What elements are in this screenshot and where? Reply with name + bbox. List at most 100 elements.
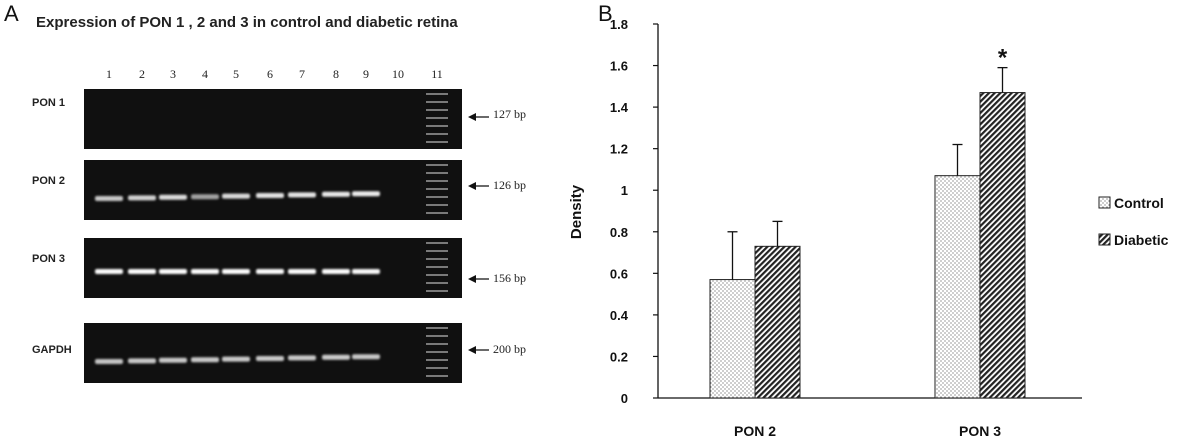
bar-diabetic bbox=[754, 245, 801, 399]
gel-band bbox=[191, 194, 219, 200]
lane-number: 9 bbox=[363, 67, 369, 81]
gel-row: PON 3 156 bp bbox=[32, 238, 526, 298]
gel-band bbox=[288, 355, 316, 361]
ladder-band bbox=[426, 282, 448, 284]
legend-swatch bbox=[1098, 196, 1111, 209]
significance-marker: * bbox=[998, 45, 1008, 72]
gel-band bbox=[159, 357, 187, 363]
y-tick-label: 0.6 bbox=[610, 266, 628, 281]
gel-band bbox=[128, 269, 156, 274]
gel-band bbox=[95, 359, 123, 364]
gel-band bbox=[288, 269, 316, 274]
ladder-band bbox=[426, 117, 448, 119]
gel-band bbox=[352, 269, 380, 274]
y-tick-label: 1.4 bbox=[610, 100, 629, 115]
gel-band bbox=[222, 269, 250, 274]
ladder-band bbox=[426, 212, 448, 214]
ladder-band bbox=[426, 101, 448, 103]
gel-row-label: PON 2 bbox=[32, 175, 65, 187]
gel-band bbox=[159, 269, 187, 274]
ladder-band bbox=[426, 204, 448, 206]
gel-band bbox=[352, 191, 380, 197]
gel-band bbox=[222, 356, 250, 362]
ladder-band bbox=[426, 290, 448, 292]
gel-row-label: PON 3 bbox=[32, 253, 65, 265]
lane-number: 10 bbox=[392, 67, 404, 81]
gel-band bbox=[322, 354, 350, 360]
y-tick-label: 1 bbox=[621, 183, 628, 198]
gel-image bbox=[84, 89, 462, 149]
ladder-band bbox=[426, 141, 448, 143]
legend-label: Diabetic bbox=[1114, 232, 1169, 248]
bar-control bbox=[934, 175, 981, 399]
gel-figure-title: Expression of PON 1 , 2 and 3 in control… bbox=[36, 14, 458, 31]
ladder-band bbox=[426, 375, 448, 377]
ladder-band bbox=[426, 172, 448, 174]
gel-band bbox=[191, 269, 219, 274]
gel-image bbox=[84, 323, 462, 383]
ladder-band bbox=[426, 258, 448, 260]
gel-band bbox=[95, 196, 123, 201]
arrow-head-icon bbox=[468, 275, 476, 283]
legend-label: Control bbox=[1114, 195, 1164, 211]
x-category-label: PON 2 bbox=[734, 423, 776, 439]
ladder-band bbox=[426, 343, 448, 345]
ladder-band bbox=[426, 188, 448, 190]
ladder-band bbox=[426, 164, 448, 166]
lane-number: 2 bbox=[139, 67, 145, 81]
gel-band bbox=[191, 357, 219, 363]
gel-band bbox=[256, 269, 284, 274]
gel-background bbox=[84, 160, 462, 220]
ladder-band bbox=[426, 180, 448, 182]
ladder-band bbox=[426, 327, 448, 329]
bar-diabetic bbox=[979, 92, 1026, 399]
ladder-band bbox=[426, 242, 448, 244]
ladder-band bbox=[426, 359, 448, 361]
gel-row-label: GAPDH bbox=[32, 344, 72, 356]
bar-control bbox=[709, 279, 756, 399]
gel-row-label: PON 1 bbox=[32, 97, 65, 109]
y-tick-label: 1.2 bbox=[610, 142, 628, 157]
band-size-label: 156 bp bbox=[493, 271, 526, 285]
gel-background bbox=[84, 323, 462, 383]
lane-number: 4 bbox=[202, 67, 208, 81]
lane-number: 3 bbox=[170, 67, 176, 81]
y-tick-label: 1.6 bbox=[610, 59, 628, 74]
x-category-label: PON 3 bbox=[959, 423, 1001, 439]
ladder-band bbox=[426, 266, 448, 268]
gel-band bbox=[128, 358, 156, 364]
ladder-band bbox=[426, 367, 448, 369]
gel-image bbox=[84, 160, 462, 220]
panel-b-letter: B bbox=[598, 1, 613, 26]
panel-b: B Density 0 0.2 0.4 0.6 0.8 1 1.2 1.4 1.6 1.8 * P… bbox=[568, 1, 1169, 439]
gel-band bbox=[95, 269, 123, 274]
ladder-band bbox=[426, 133, 448, 135]
gel-background bbox=[84, 89, 462, 149]
lane-numbers: 1 2 3 4 5 6 7 8 9 10 11 bbox=[106, 67, 443, 81]
band-size-label: 200 bp bbox=[493, 342, 526, 356]
gel-band bbox=[222, 193, 250, 199]
gel-band bbox=[322, 269, 350, 274]
legend-swatch bbox=[1098, 233, 1111, 246]
bars: * bbox=[709, 45, 1026, 399]
gel-band bbox=[352, 354, 380, 360]
gel-band bbox=[256, 356, 284, 361]
gel-band bbox=[128, 195, 156, 201]
lane-number: 11 bbox=[431, 67, 443, 81]
ladder-band bbox=[426, 351, 448, 353]
y-tick-label: 0 bbox=[621, 391, 628, 406]
gel-band bbox=[159, 194, 187, 200]
y-tick-label: 0.8 bbox=[610, 225, 628, 240]
y-tick-label: 0.2 bbox=[610, 349, 628, 364]
ladder-band bbox=[426, 196, 448, 198]
ladder-band bbox=[426, 250, 448, 252]
arrow-head-icon bbox=[468, 346, 476, 354]
gel-band bbox=[288, 192, 316, 198]
gel-background bbox=[84, 238, 462, 298]
lane-number: 8 bbox=[333, 67, 339, 81]
gel-row: PON 1 127 bp bbox=[32, 89, 526, 149]
ladder-band bbox=[426, 125, 448, 127]
lane-number: 7 bbox=[299, 67, 305, 81]
panel-a-letter: A bbox=[4, 1, 19, 26]
ladder-band bbox=[426, 109, 448, 111]
